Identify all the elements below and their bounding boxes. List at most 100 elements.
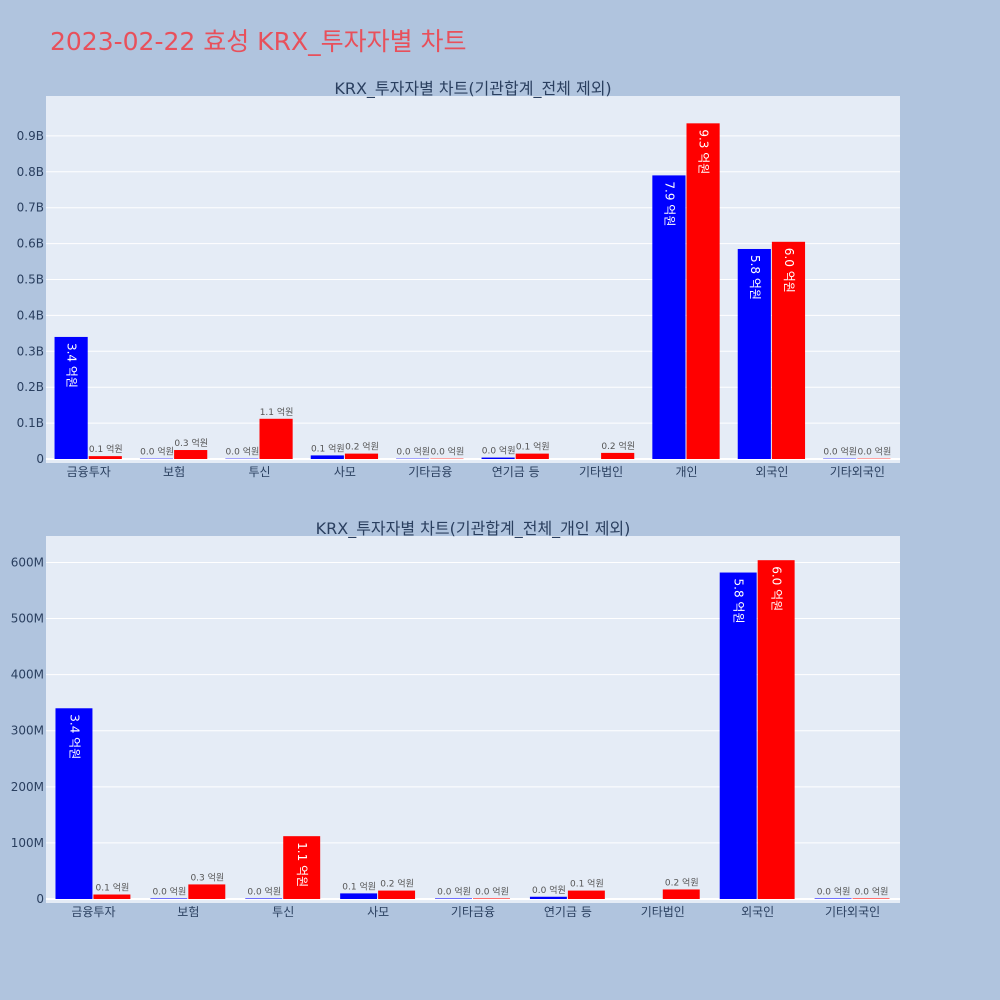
y-tick-label: 600M bbox=[11, 555, 44, 569]
bar bbox=[662, 889, 700, 899]
data-label: 6.0 억원 bbox=[782, 248, 796, 293]
data-label: 5.8 억원 bbox=[732, 579, 746, 624]
y-tick-label: 0.5B bbox=[17, 273, 44, 287]
data-label: 0.2 억원 bbox=[345, 441, 379, 453]
data-label: 0.0 억원 bbox=[431, 446, 465, 458]
y-tick-label: 0 bbox=[36, 452, 44, 466]
bar bbox=[378, 890, 416, 899]
data-label: 0.3 억원 bbox=[174, 437, 208, 449]
data-label: 0.1 억원 bbox=[342, 880, 376, 892]
data-label: 0.1 억원 bbox=[311, 442, 345, 454]
x-tick-label: 기타외국인 bbox=[830, 465, 885, 479]
data-label: 9.3 억원 bbox=[697, 129, 711, 174]
data-label: 5.8 억원 bbox=[748, 255, 762, 300]
bar bbox=[283, 836, 321, 899]
data-label: 7.9 억원 bbox=[662, 181, 676, 226]
chart-title: KRX_투자자별 차트(기관합계_전체 제외) bbox=[334, 79, 611, 99]
data-label: 0.0 억원 bbox=[396, 446, 430, 458]
data-label: 0.2 억원 bbox=[665, 876, 699, 888]
bar bbox=[737, 248, 771, 459]
y-tick-label: 200M bbox=[11, 780, 44, 794]
data-label: 6.0 억원 bbox=[770, 566, 784, 611]
data-label: 0.0 억원 bbox=[475, 885, 509, 897]
x-tick-label: 개인 bbox=[675, 465, 697, 479]
x-tick-label: 외국인 bbox=[755, 465, 788, 479]
bar bbox=[814, 898, 852, 899]
y-tick-label: 0.6B bbox=[17, 237, 44, 251]
bar bbox=[529, 896, 567, 899]
x-tick-label: 기타금융 bbox=[408, 465, 452, 479]
x-tick-label: 금융투자 bbox=[67, 465, 111, 479]
x-tick-label: 투신 bbox=[248, 465, 270, 479]
x-tick-label: 금융투자 bbox=[71, 905, 115, 919]
y-tick-label: 400M bbox=[11, 668, 44, 682]
data-label: 0.0 억원 bbox=[482, 445, 516, 457]
bar bbox=[188, 884, 226, 899]
data-label: 0.1 억원 bbox=[570, 878, 604, 890]
y-tick-label: 0.7B bbox=[17, 201, 44, 215]
data-label: 0.0 억원 bbox=[532, 884, 566, 896]
data-label: 1.1 억원 bbox=[295, 842, 309, 887]
bar bbox=[481, 457, 515, 459]
data-label: 3.4 억원 bbox=[67, 714, 81, 759]
data-label: 0.0 억원 bbox=[437, 885, 471, 897]
data-label: 0.0 억원 bbox=[140, 446, 174, 458]
data-label: 0.0 억원 bbox=[817, 885, 851, 897]
x-tick-label: 연기금 등 bbox=[544, 905, 592, 919]
x-tick-label: 기타금융 bbox=[451, 905, 495, 919]
bar bbox=[174, 450, 208, 459]
data-label: 3.4 억원 bbox=[65, 343, 79, 388]
chart-title: KRX_투자자별 차트(기관합계_전체_개인 제외) bbox=[316, 519, 631, 539]
x-tick-label: 기타법인 bbox=[579, 465, 623, 479]
data-label: 1.1 억원 bbox=[260, 406, 294, 418]
y-tick-label: 0.2B bbox=[17, 380, 44, 394]
data-label: 0.1 억원 bbox=[516, 441, 550, 453]
x-tick-label: 연기금 등 bbox=[492, 465, 540, 479]
bar bbox=[259, 418, 293, 459]
x-tick-label: 기타외국인 bbox=[825, 905, 880, 919]
bar bbox=[719, 572, 757, 899]
bar bbox=[54, 336, 88, 459]
y-tick-label: 500M bbox=[11, 612, 44, 626]
bar bbox=[93, 894, 131, 899]
data-label: 0.0 억원 bbox=[823, 446, 857, 458]
data-label: 0.2 억원 bbox=[601, 440, 635, 452]
bar bbox=[686, 123, 720, 460]
page-title: 2023-02-22 효성 KRX_투자자별 차트 bbox=[50, 27, 467, 56]
data-label: 0.1 억원 bbox=[96, 882, 130, 894]
bar bbox=[245, 898, 283, 899]
data-label: 0.0 억원 bbox=[226, 446, 260, 458]
x-tick-label: 보험 bbox=[163, 465, 185, 479]
bar bbox=[88, 456, 122, 459]
bar bbox=[852, 898, 890, 899]
y-tick-label: 0.4B bbox=[17, 308, 44, 322]
x-tick-label: 보험 bbox=[177, 905, 199, 919]
bar bbox=[567, 890, 605, 899]
data-label: 0.0 억원 bbox=[855, 885, 889, 897]
y-tick-label: 300M bbox=[11, 724, 44, 738]
data-label: 0.1 억원 bbox=[89, 443, 123, 455]
bar bbox=[473, 898, 510, 899]
data-label: 0.0 억원 bbox=[858, 446, 892, 458]
x-tick-label: 기타법인 bbox=[641, 905, 685, 919]
bar bbox=[515, 453, 549, 459]
chart-2: KRX_투자자별 차트(기관합계_전체_개인 제외) 0 100M 200M 300M 4… bbox=[11, 519, 900, 919]
data-label: 0.2 억원 bbox=[380, 878, 414, 890]
data-label: 0.0 억원 bbox=[247, 885, 281, 897]
data-label: 0.3 억원 bbox=[190, 871, 224, 883]
bar bbox=[435, 898, 472, 899]
x-tick-label: 외국인 bbox=[741, 905, 774, 919]
bar bbox=[601, 452, 635, 459]
x-tick-label: 투신 bbox=[272, 905, 294, 919]
y-tick-label: 0 bbox=[36, 892, 44, 906]
chart-1: KRX_투자자별 차트(기관합계_전체 제외) 0 0.1B 0.2B 0.3B 0.4B… bbox=[17, 79, 900, 479]
data-label: 0.0 억원 bbox=[152, 885, 186, 897]
y-tick-label: 100M bbox=[11, 836, 44, 850]
bar bbox=[150, 898, 188, 899]
x-tick-label: 사모 bbox=[334, 465, 356, 479]
bar bbox=[55, 708, 93, 899]
bar bbox=[344, 453, 379, 459]
x-tick-label: 사모 bbox=[367, 905, 389, 919]
bar bbox=[340, 893, 378, 899]
